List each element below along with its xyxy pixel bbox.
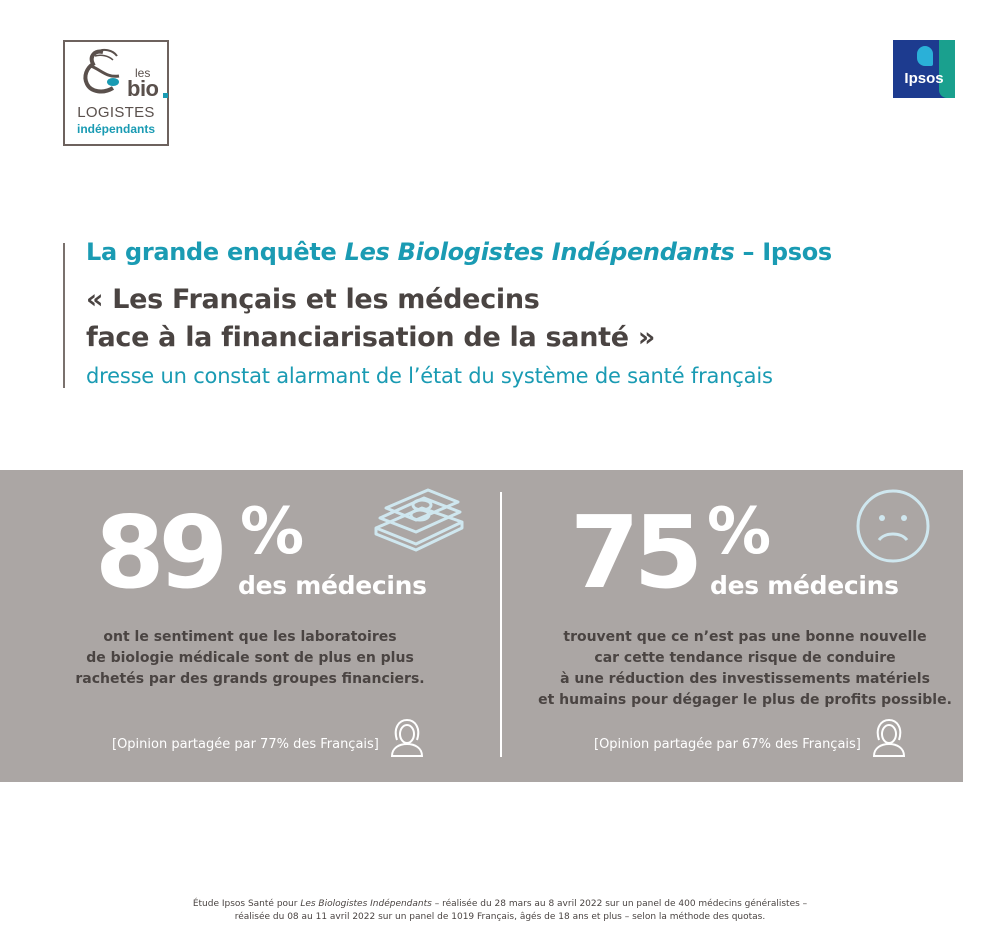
footer-line-2: réalisée du 08 au 11 avril 2022 sur un p… [234,912,766,922]
stat-2-opinion: [Opinion partagée par 67% des Français] [594,737,861,752]
study-subtitle: dresse un constat alarmant de l’état du … [86,364,773,388]
survey-title: La grande enquête Les Biologistes Indépe… [86,238,832,266]
stat-1-description: ont le sentiment que les laboratoires de… [60,627,440,690]
ipsos-head-icon [917,46,933,66]
ampersand-eye-icon [83,48,120,94]
footer-prefix: Étude Ipsos Santé pour [192,899,301,909]
les-biologistes-logo: les bio LOGISTES indépendants [63,40,169,146]
stat-1-subject: des médecins [238,571,427,600]
stat-1-number: 89 [95,494,228,611]
footer-line-1: Étude Ipsos Santé pour Les Biologistes I… [0,898,1000,911]
ipsos-logo-text: Ipsos [904,70,944,87]
stat-2-desc-line: à une réduction des investissements maté… [560,671,930,687]
footer-suffix: – réalisée du 28 mars au 8 avril 2022 su… [431,899,808,909]
logo-logistes: LOGISTES [77,104,155,121]
stat-2-desc-line: et humains pour dégager le plus de profi… [538,692,952,708]
stat-2-value: 75% [570,495,771,603]
stat-1-value: 89% [95,495,304,603]
methodology-footer: Étude Ipsos Santé pour Les Biologistes I… [0,898,1000,924]
person-icon [872,718,906,757]
person-icon [390,718,424,757]
stat-1-desc-line: de biologie médicale sont de plus en plu… [86,650,414,666]
logo-bio: bio [127,76,159,101]
logo-les: les [135,66,151,80]
study-name: « Les Français et les médecins face à la… [86,281,655,357]
money-stack-icon [374,488,464,552]
stat-2-description: trouvent que ce n’est pas une bonne nouv… [530,627,960,711]
study-name-line-2: face à la financiarisation de la santé » [86,322,656,353]
stats-panel [0,470,963,782]
stat-1-desc-line: ont le sentiment que les laboratoires [103,629,397,645]
stat-1-desc-line: rachetés par des grands groupes financie… [75,671,425,687]
logo-independants: indépendants [76,122,155,136]
stats-divider [500,492,502,757]
stat-2-desc-line: car cette tendance risque de conduire [594,650,896,666]
survey-title-prefix: La grande enquête [86,238,345,266]
survey-title-suffix: – Ipsos [734,238,832,266]
study-name-line-1: « Les Français et les médecins [86,284,540,315]
sad-face-icon [856,489,930,563]
survey-title-client: Les Biologistes Indépendants [344,238,735,266]
stat-1-opinion: [Opinion partagée par 77% des Français] [112,737,379,752]
stat-2-number: 75 [570,494,703,611]
footer-client: Les Biologistes Indépendants [300,899,432,909]
logo-dot [163,93,168,98]
stat-1-percent: % [240,495,305,569]
stat-2-percent: % [707,495,772,569]
stat-2-desc-line: trouvent que ce n’est pas une bonne nouv… [563,629,927,645]
ipsos-logo-accent [939,40,955,98]
title-accent-bar [63,243,65,388]
ipsos-logo: Ipsos [893,40,955,98]
stat-2-subject: des médecins [710,571,899,600]
